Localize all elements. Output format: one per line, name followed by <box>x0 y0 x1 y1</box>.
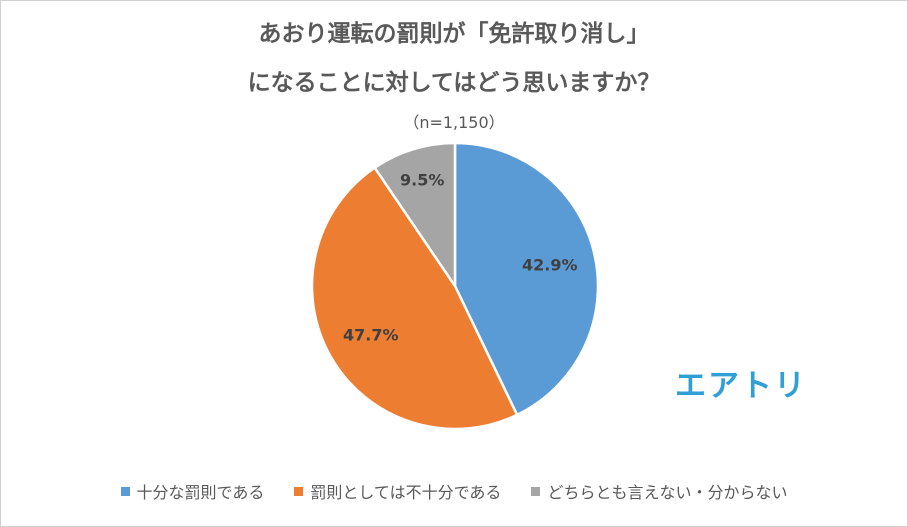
chart-title-line2: になることに対してはどう思いますか？ <box>247 70 661 96</box>
data-label-sufficient: 42.9% <box>522 255 578 274</box>
legend-swatch-insufficient <box>294 486 304 496</box>
brand-logo: エアトリ <box>675 368 807 404</box>
legend-swatch-sufficient <box>120 486 130 496</box>
legend-label-undecided: どちらとも言えない・分からない <box>547 483 788 502</box>
chart-title-line1: あおり運転の罰則が「免許取り消し」 <box>258 21 650 47</box>
pie-slice-sufficient <box>453 141 600 417</box>
data-label-insufficient: 47.7% <box>343 326 399 345</box>
pie-slice-insufficient <box>310 166 519 431</box>
legend-item-sufficient: 十分な罰則である <box>120 479 265 503</box>
pie-slice-undecided <box>373 141 457 288</box>
legend-label-sufficient: 十分な罰則である <box>136 483 265 502</box>
legend-label-insufficient: 罰則としては不十分である <box>310 483 502 502</box>
legend-item-insufficient: 罰則としては不十分である <box>294 479 501 503</box>
legend: 十分な罰則である 罰則としては不十分である どちらとも言えない・分からない <box>0 479 908 503</box>
legend-swatch-undecided <box>531 486 541 496</box>
legend-item-undecided: どちらとも言えない・分からない <box>531 479 787 503</box>
chart-subtitle: （n=1,150） <box>403 113 505 132</box>
data-label-undecided: 9.5% <box>400 170 444 189</box>
